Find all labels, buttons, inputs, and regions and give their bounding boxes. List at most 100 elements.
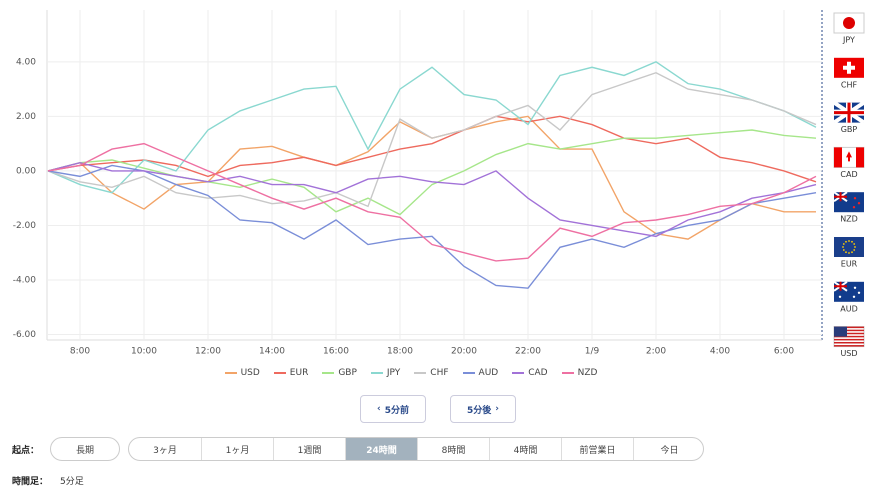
currency-flag: EUR xyxy=(834,237,864,269)
x-tick-label: 1/9 xyxy=(585,347,600,357)
legend-label: USD xyxy=(240,368,260,378)
currency-label: GBP xyxy=(841,125,858,134)
period-button[interactable]: 今日 xyxy=(633,438,703,460)
flag xyxy=(851,251,853,254)
flag xyxy=(834,345,864,347)
period-button[interactable]: 3ヶ月 xyxy=(153,445,177,456)
flag xyxy=(854,246,856,248)
flag xyxy=(834,102,864,123)
series-line xyxy=(47,164,817,289)
legend-item: AUD xyxy=(462,368,499,378)
legend-item: JPY xyxy=(370,368,401,378)
currency-flag: JPY xyxy=(833,12,865,45)
flag xyxy=(834,338,864,341)
flag xyxy=(853,249,856,251)
flag xyxy=(853,243,856,245)
currency-flag: NZD xyxy=(833,191,864,224)
legend-label: CAD xyxy=(528,368,548,378)
legend-swatch xyxy=(273,372,286,374)
chart: -6.00 -4.00 -2.00 0.00 2.00 4.00 8:00 10:00 12:0… xyxy=(13,10,866,358)
flag xyxy=(834,237,864,257)
y-tick-label: 0.00 xyxy=(16,166,36,176)
flag xyxy=(834,329,864,332)
legend-swatch xyxy=(322,372,335,374)
legend-swatch xyxy=(414,372,427,374)
period-button[interactable]: 長期 xyxy=(75,445,94,456)
currency-flag: USD xyxy=(833,326,865,358)
period-button[interactable]: 24時間 xyxy=(345,438,417,460)
flag xyxy=(845,240,847,243)
flag xyxy=(834,147,842,168)
interval-label: 時間足： xyxy=(12,477,49,487)
prev-button[interactable]: ‹ 5分前 xyxy=(360,395,426,423)
series-line xyxy=(47,162,817,238)
y-tick-label: 2.00 xyxy=(16,112,36,122)
period-button[interactable]: 1ヶ月 xyxy=(201,438,273,460)
legend-label: GBP xyxy=(338,368,357,378)
flag xyxy=(834,326,864,329)
currency-label: AUD xyxy=(840,304,858,313)
y-tick-label: -6.00 xyxy=(13,330,37,340)
legend-item: CAD xyxy=(512,368,548,378)
flag xyxy=(852,206,856,209)
flag xyxy=(834,326,847,337)
series-line xyxy=(47,61,817,194)
series-line xyxy=(47,115,817,183)
currency-label: EUR xyxy=(841,260,858,269)
currency-label: NZD xyxy=(840,215,858,224)
flag xyxy=(843,61,855,74)
period-button[interactable]: 前営業日 xyxy=(561,438,633,460)
legend-item: USD xyxy=(224,368,260,378)
legend: USD EUR GBP JPY CHF AUD CAD NZD xyxy=(0,368,822,378)
flag xyxy=(848,252,850,254)
currency-flag: CHF xyxy=(834,57,864,89)
flag xyxy=(838,295,842,298)
currency-label: USD xyxy=(840,349,857,358)
flag xyxy=(856,147,864,168)
x-tick-label: 4:00 xyxy=(710,347,730,357)
x-tick-label: 6:00 xyxy=(774,347,794,357)
flag xyxy=(857,291,861,294)
currency-label: JPY xyxy=(842,36,855,45)
legend-swatch xyxy=(370,372,383,374)
x-tick-label: 2:00 xyxy=(646,347,666,357)
series-line xyxy=(47,129,817,216)
period-button[interactable]: 8時間 xyxy=(417,438,489,460)
legend-label: JPY xyxy=(386,368,401,378)
start-label: 起点： xyxy=(12,446,40,456)
legend-swatch xyxy=(462,372,475,374)
period-button[interactable]: 1週間 xyxy=(273,438,345,460)
flag xyxy=(848,240,850,242)
x-tick-label: 10:00 xyxy=(131,347,157,357)
y-tick-label: 4.00 xyxy=(16,57,36,67)
x-tick-label: 22:00 xyxy=(515,347,541,357)
currency-label: CHF xyxy=(841,80,858,89)
currency-label: CAD xyxy=(840,170,857,179)
legend-item: EUR xyxy=(273,368,309,378)
next-button[interactable]: 5分後 › xyxy=(450,395,516,423)
flag xyxy=(852,295,856,298)
flag xyxy=(857,202,861,205)
x-tick-label: 12:00 xyxy=(195,347,221,357)
y-tick-label: -2.00 xyxy=(13,221,37,231)
series-line xyxy=(47,142,817,262)
period-button[interactable]: 4時間 xyxy=(489,438,561,460)
flag xyxy=(853,286,857,289)
legend-label: AUD xyxy=(478,368,499,378)
flag xyxy=(851,240,853,243)
period-segment-group: 3ヶ月 1ヶ月 1週間 24時間 8時間 4時間 前営業日 今日 xyxy=(128,437,704,461)
legend-label: CHF xyxy=(430,368,449,378)
flag xyxy=(834,335,864,338)
flag xyxy=(845,251,847,254)
x-tick-label: 18:00 xyxy=(387,347,413,357)
legend-label: EUR xyxy=(289,368,309,378)
flag xyxy=(834,281,847,291)
flag xyxy=(846,151,852,162)
legend-item: GBP xyxy=(322,368,357,378)
x-tick-label: 16:00 xyxy=(323,347,349,357)
flag xyxy=(834,341,864,344)
period-pill: 長期 xyxy=(50,437,120,461)
flag xyxy=(842,249,845,251)
currency-flag: GBP xyxy=(832,100,866,134)
